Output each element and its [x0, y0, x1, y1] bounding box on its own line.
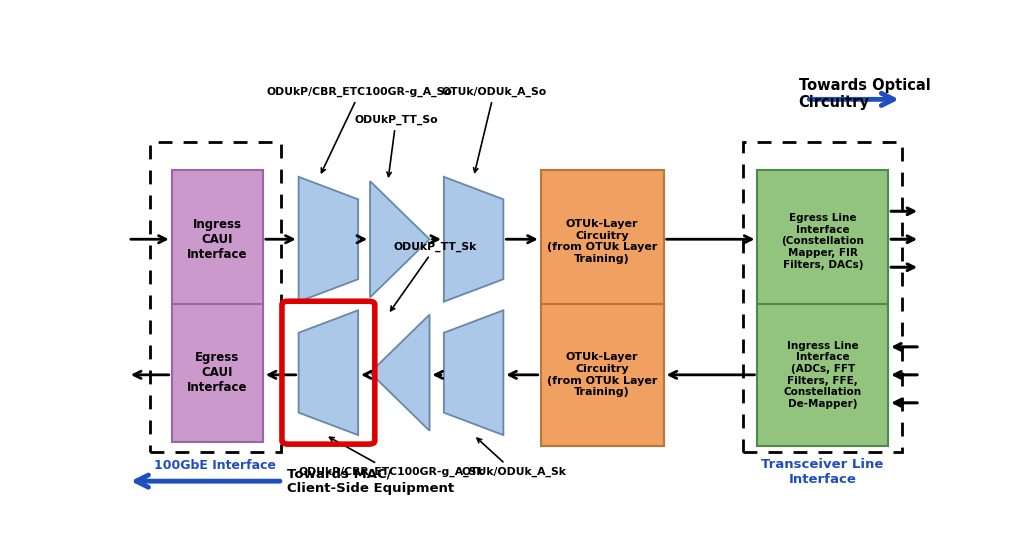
- Text: ODUkP/CBR_ETC100GR-g_A_So: ODUkP/CBR_ETC100GR-g_A_So: [267, 87, 453, 173]
- Text: Transceiver Line
Interface: Transceiver Line Interface: [761, 458, 884, 486]
- Bar: [172, 304, 263, 442]
- Polygon shape: [299, 310, 358, 435]
- Text: OTUk/ODUk_A_So: OTUk/ODUk_A_So: [441, 87, 547, 172]
- Text: Towards Optical
Circuitry: Towards Optical Circuitry: [799, 78, 931, 110]
- Bar: [172, 170, 263, 308]
- Text: OTUk-Layer
Circuitry
(from OTUk Layer
Training): OTUk-Layer Circuitry (from OTUk Layer Tr…: [547, 219, 657, 264]
- Text: ODUkP/CBR_ETC100GR-g_A_Sk: ODUkP/CBR_ETC100GR-g_A_Sk: [299, 437, 484, 477]
- Text: Egress
CAUI
Interface: Egress CAUI Interface: [187, 351, 248, 394]
- Text: Ingress
CAUI
Interface: Ingress CAUI Interface: [187, 218, 248, 260]
- Text: Towards MAC/
Client-Side Equipment: Towards MAC/ Client-Side Equipment: [287, 467, 454, 495]
- Polygon shape: [370, 315, 430, 431]
- Polygon shape: [443, 310, 504, 435]
- Text: ODUkP_TT_So: ODUkP_TT_So: [354, 115, 438, 177]
- Text: 100GbE Interface: 100GbE Interface: [155, 459, 276, 472]
- Text: Egress Line
Interface
(Constellation
Mapper, FIR
Filters, DACs): Egress Line Interface (Constellation Map…: [781, 213, 864, 269]
- Text: ODUkP_TT_Sk: ODUkP_TT_Sk: [390, 242, 477, 311]
- Text: Ingress Line
Interface
(ADCs, FFT
Filters, FFE,
Constellation
De-Mapper): Ingress Line Interface (ADCs, FFT Filter…: [783, 341, 862, 409]
- Bar: [758, 170, 888, 312]
- Bar: [541, 170, 664, 312]
- Text: OTUk-Layer
Circuitry
(from OTUk Layer
Training): OTUk-Layer Circuitry (from OTUk Layer Tr…: [547, 352, 657, 397]
- Bar: [758, 304, 888, 446]
- Bar: [743, 143, 902, 452]
- Polygon shape: [443, 177, 504, 302]
- Polygon shape: [299, 177, 358, 302]
- Text: OTUk/ODUk_A_Sk: OTUk/ODUk_A_Sk: [461, 438, 566, 477]
- Bar: [151, 143, 282, 452]
- Polygon shape: [370, 181, 430, 297]
- Bar: [541, 304, 664, 446]
